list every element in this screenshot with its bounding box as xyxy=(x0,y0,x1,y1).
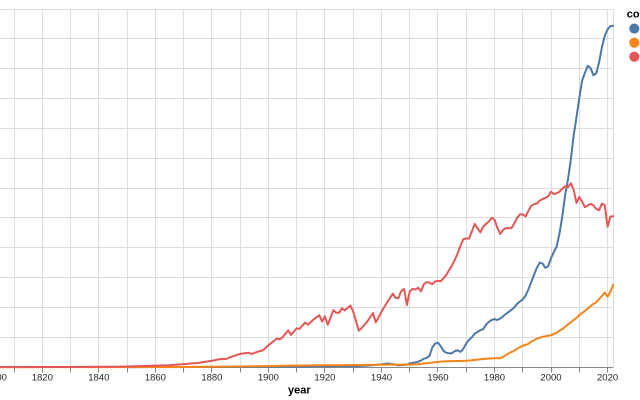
svg-text:2020: 2020 xyxy=(597,373,618,384)
svg-text:1860: 1860 xyxy=(145,373,166,384)
svg-text:1880: 1880 xyxy=(201,373,222,384)
svg-text:1820: 1820 xyxy=(32,373,53,384)
svg-text:2000: 2000 xyxy=(540,373,561,384)
svg-text:1920: 1920 xyxy=(314,373,335,384)
svg-text:1900: 1900 xyxy=(258,373,279,384)
svg-text:country: country xyxy=(627,8,640,20)
svg-text:year: year xyxy=(288,384,311,396)
svg-text:1940: 1940 xyxy=(371,373,392,384)
svg-text:1960: 1960 xyxy=(427,373,448,384)
svg-text:1980: 1980 xyxy=(484,373,505,384)
svg-text:1840: 1840 xyxy=(88,373,109,384)
svg-text:1800: 1800 xyxy=(0,373,7,384)
